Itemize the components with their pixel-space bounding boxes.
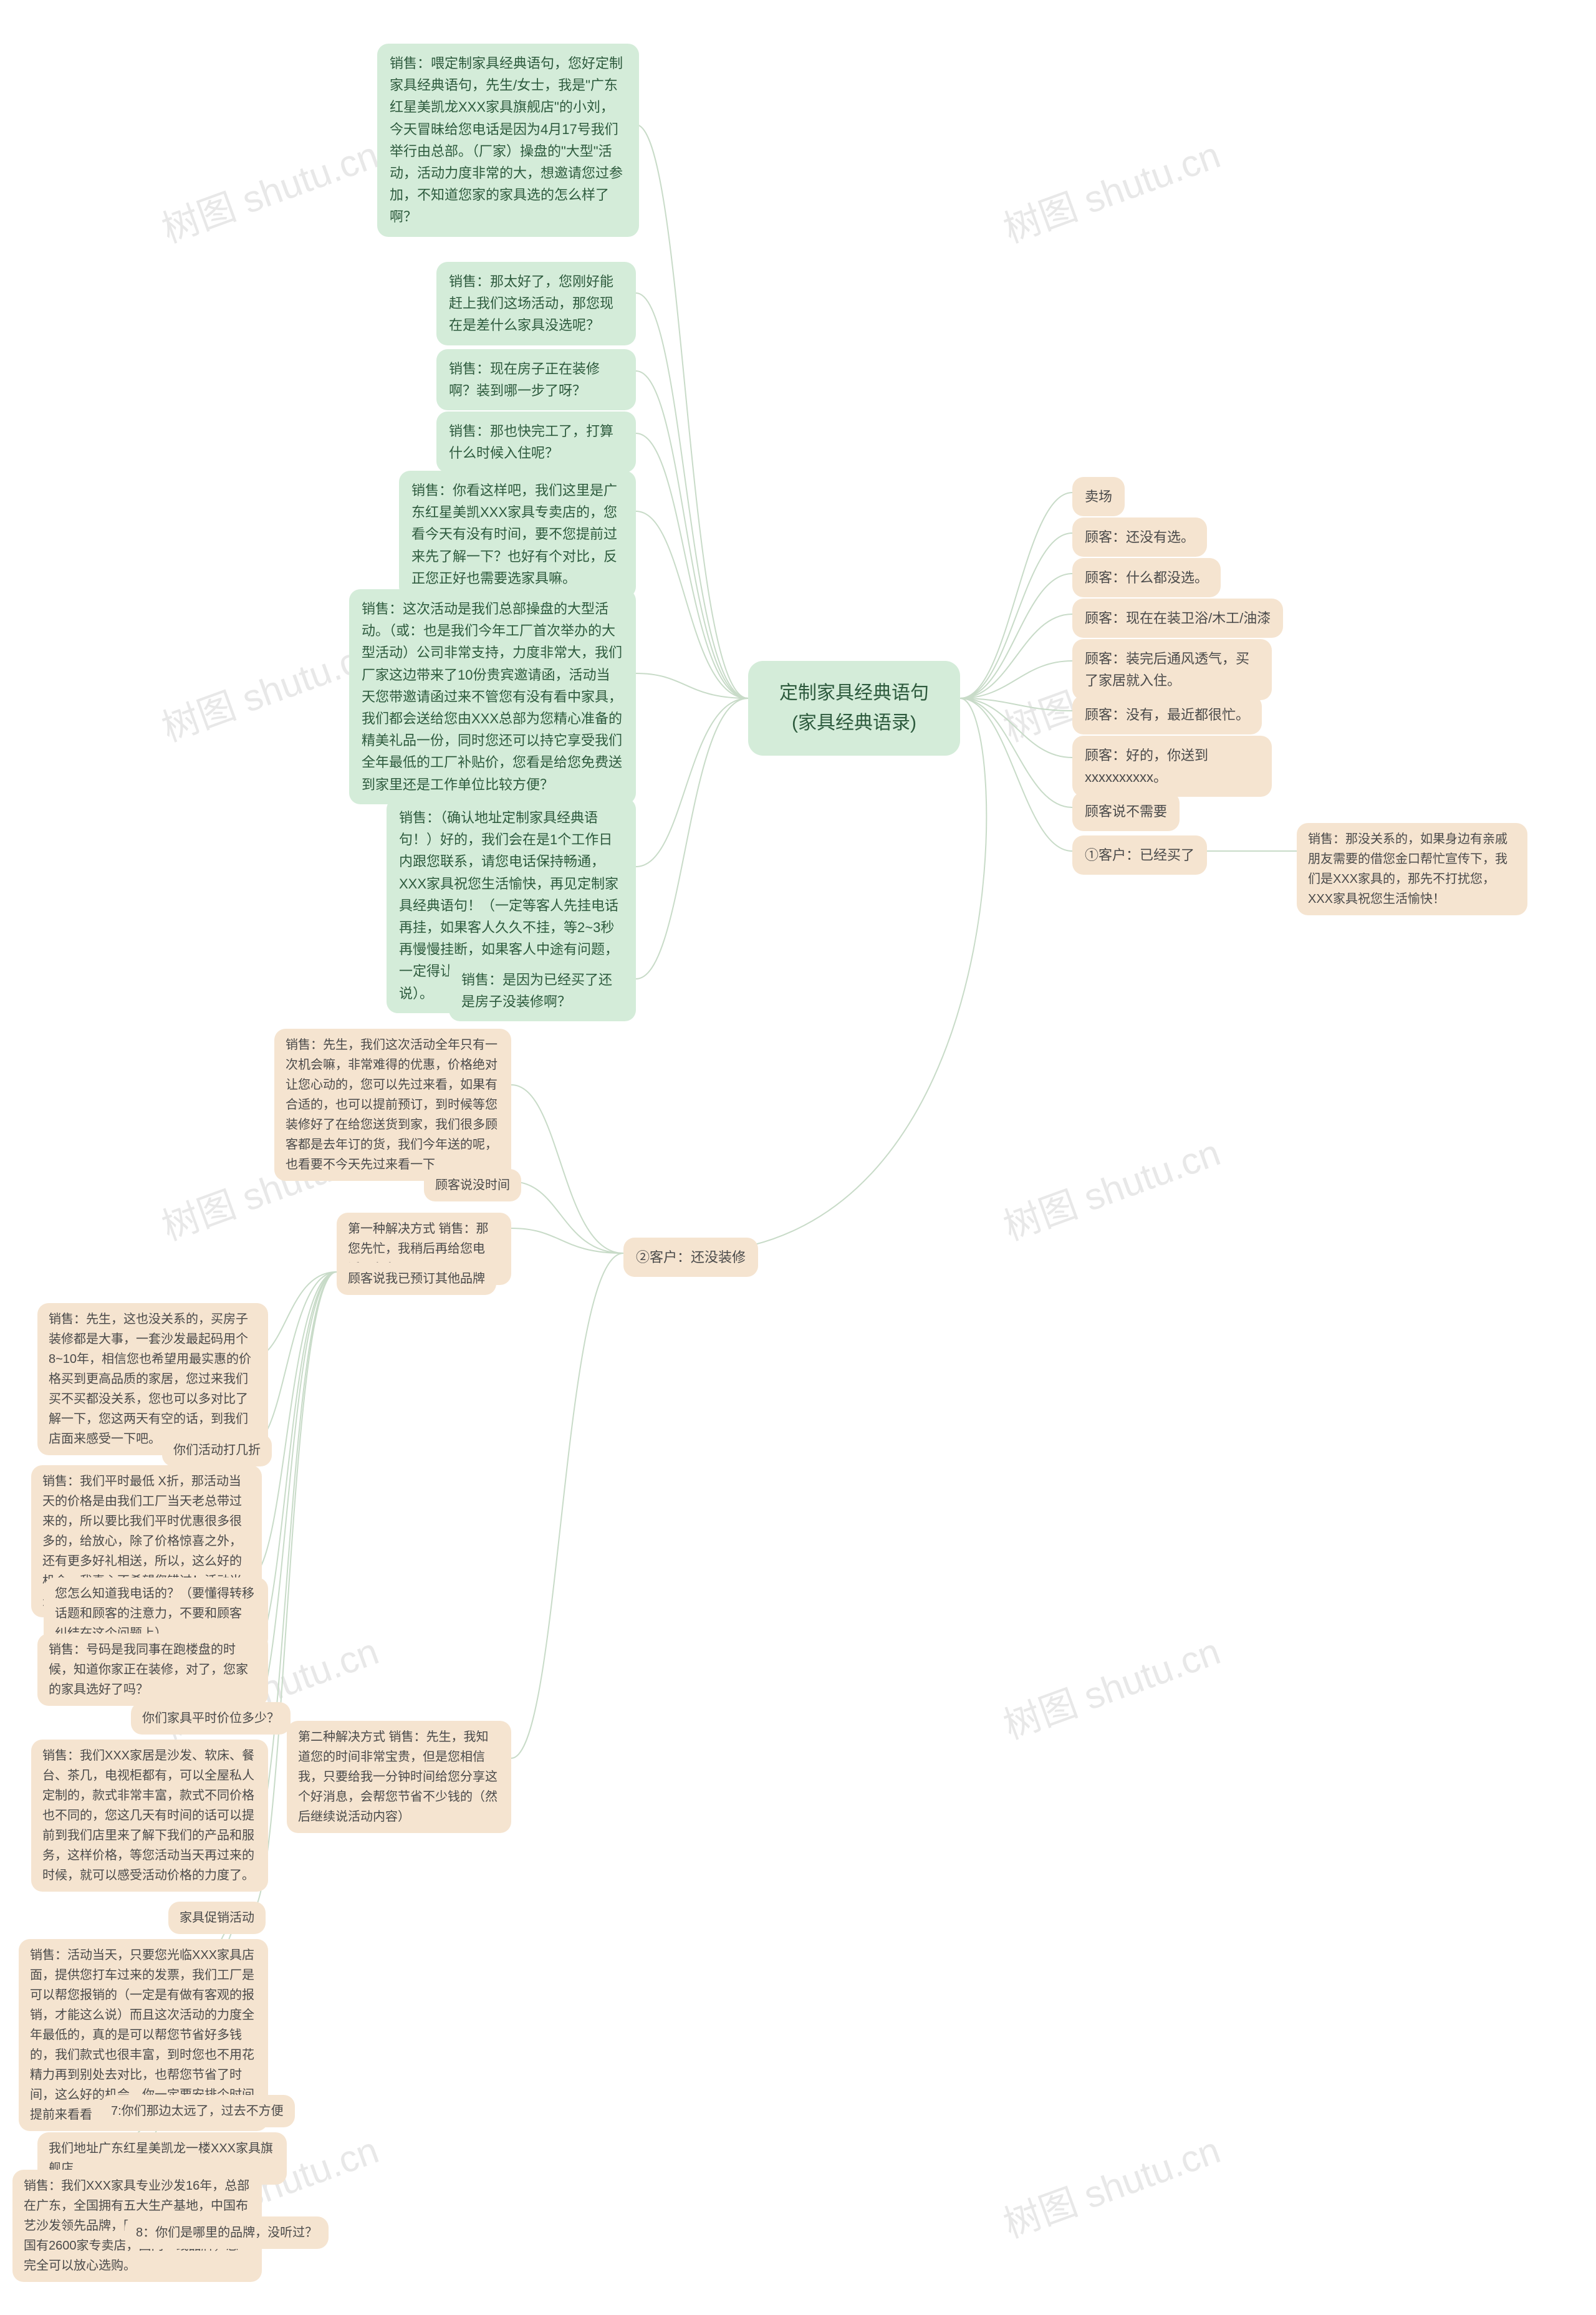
sub-node-11: 销售：我们XXX家居是沙发、软床、餐台、茶几，电视柜都有，可以全屋私人定制的，款…: [31, 1740, 268, 1892]
sub-node-5: 销售：先生，这也没关系的，买房子装修都是大事，一套沙发最起码用个8~10年，相信…: [37, 1303, 268, 1455]
sub-node-12: 家具促销活动: [168, 1902, 266, 1934]
right-node-7: 顾客：好的，你送到xxxxxxxxxx。: [1072, 736, 1272, 797]
center-node: 定制家具经典语句(家具经典语录): [748, 661, 960, 756]
left-node-3: 销售：现在房子正在装修啊？装到哪一步了呀？: [436, 349, 636, 410]
watermark: 树图 shutu.cn: [995, 1122, 1226, 1251]
right-node-8: 顾客说不需要: [1072, 792, 1180, 831]
sub-node-9: 销售：号码是我同事在跑楼盘的时候，知道你家正在装修，对了，您家的家具选好了吗？: [37, 1634, 268, 1706]
left-node-4: 销售：那也快完工了，打算什么时候入住呢？: [436, 412, 636, 473]
watermark: 树图 shutu.cn: [153, 125, 385, 253]
right-node-9-leaf: 销售：那没关系的，如果身边有亲戚朋友需要的借您金口帮忙宣传下，我们是XXX家具的…: [1297, 823, 1527, 915]
sub-node-6: 你们活动打几折: [162, 1434, 272, 1466]
sub-node-2: 顾客说没时间: [424, 1169, 521, 1201]
right-node-6: 顾客：没有，最近都很忙。: [1072, 695, 1262, 734]
right-node-9: ①客户：已经买了: [1072, 835, 1207, 875]
sub-node-10: 你们家具平时价位多少？: [131, 1702, 291, 1735]
left-node-8: 销售：是因为已经买了还是房子没装修啊？: [449, 960, 636, 1021]
right-node-5: 顾客：装完后通风透气，买了家居就入住。: [1072, 639, 1272, 700]
watermark: 树图 shutu.cn: [995, 2120, 1226, 2248]
right-node-3: 顾客：什么都没选。: [1072, 558, 1221, 597]
sub-node-17: 8：你们是哪里的品牌，没听过？: [125, 2216, 329, 2249]
sub-node-1: 销售：先生，我们这次活动全年只有一次机会嘛，非常难得的优惠，价格绝对让您心动的，…: [274, 1029, 511, 1181]
right-node-10: ②客户：还没装修: [623, 1238, 758, 1277]
watermark: 树图 shutu.cn: [995, 1621, 1226, 1749]
sub-node-4: 顾客说我已预订其他品牌: [337, 1263, 496, 1295]
right-node-2: 顾客：还没有选。: [1072, 517, 1207, 557]
left-node-6: 销售：这次活动是我们总部操盘的大型活动。（或：也是我们今年工厂首次举办的大型活动…: [349, 589, 636, 804]
left-node-5: 销售：你看这样吧，我们这里是广东红星美凯XXX家具专卖店的，您看今天有没有时间，…: [399, 471, 636, 598]
left-node-1: 销售：喂定制家具经典语句，您好定制家具经典语句，先生/女士，我是"广东红星美凯龙…: [377, 44, 639, 237]
sub-node-18: 第二种解决方式 销售：先生，我知道您的时间非常宝贵，但是您相信我，只要给我一分钟…: [287, 1721, 511, 1833]
watermark: 树图 shutu.cn: [995, 125, 1226, 253]
left-node-2: 销售：那太好了，您刚好能赶上我们这场活动，那您现在是差什么家具没选呢？: [436, 262, 636, 345]
right-node-1: 卖场: [1072, 477, 1125, 516]
sub-node-14: 7:你们那边太远了，过去不方便: [100, 2095, 295, 2127]
right-node-4: 顾客：现在在装卫浴/木工/油漆: [1072, 599, 1283, 638]
